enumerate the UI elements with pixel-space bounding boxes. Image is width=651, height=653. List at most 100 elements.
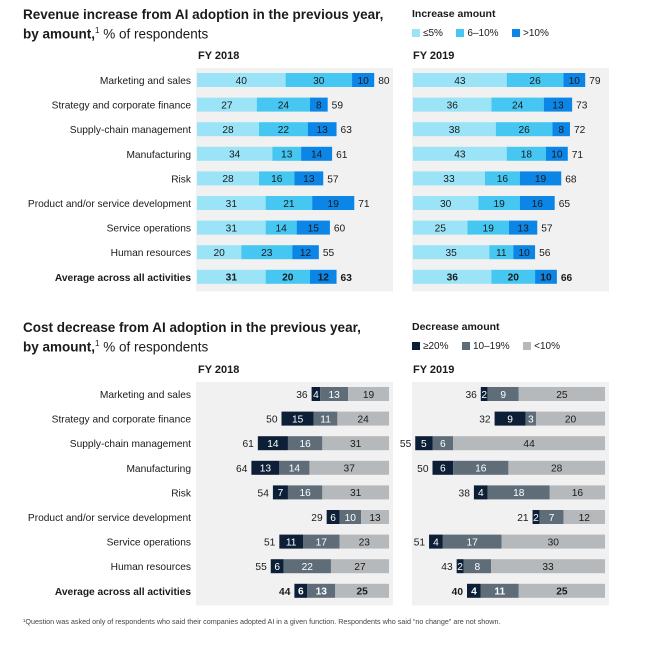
revenue-bar-label-fy2019-service-operations-s1: 19: [483, 223, 495, 234]
cost-bar-fy2019-product-and-or-service-development-10: [563, 510, 605, 524]
revenue-bar-fy2019-strategy-and-corporate-finance-5: [413, 97, 492, 112]
cost-bar-label-fy2018-service-operations-s0: 11: [286, 537, 297, 548]
cost-bar-fy2018-human-resources-10: [330, 559, 389, 574]
cost-total-label-fy2019-strategy-and-corporate-finance: 32: [479, 415, 491, 426]
cost-bar-fy2019-supply-chain-management-10-19: [432, 436, 454, 451]
revenue-bar-fy2018-product-and-or-service-development-5: [197, 196, 266, 210]
cost-bar-fy2019-supply-chain-management-10: [453, 436, 605, 451]
revenue-bar-fy2018-marketing-and-sales-5: [197, 73, 286, 87]
cost-legend-swatch-high: [412, 342, 420, 350]
cost-total-label-fy2019-human-resources: 43: [441, 562, 453, 573]
cost-bar-label-fy2019-service-operations-s0: 4: [433, 537, 439, 548]
revenue-total-label-fy2018-average-across-all-activities: 63: [341, 273, 353, 284]
cost-bar-label-fy2018-supply-chain-management-s1: 16: [299, 439, 311, 450]
revenue-bar-fy2019-manufacturing-6-10: [506, 146, 546, 161]
cost-bar-fy2018-human-resources-20: [270, 559, 284, 574]
revenue-subtitle-rest: % of respondents: [103, 26, 209, 42]
revenue-bar-fy2018-marketing-and-sales-6-10: [285, 73, 353, 87]
revenue-bar-fy2018-supply-chain-management-10: [307, 122, 337, 137]
revenue-bar-label-fy2019-strategy-and-corporate-finance-s2: 13: [552, 100, 564, 111]
revenue-bar-fy2018-service-operations-6-10: [265, 220, 297, 235]
cost-bar-fy2018-supply-chain-management-10: [322, 436, 389, 451]
revenue-bar-label-fy2019-marketing-and-sales-s1: 26: [529, 76, 541, 87]
revenue-category-label-average-across-all-activities: Average across all activities: [55, 273, 191, 284]
cost-bar-fy2019-human-resources-10: [491, 559, 605, 574]
revenue-total-label-fy2019-average-across-all-activities: 66: [561, 273, 573, 284]
cost-bar-fy2019-manufacturing-20: [432, 460, 454, 475]
revenue-total-label-fy2018-marketing-and-sales: 80: [378, 76, 390, 87]
cost-bar-label-fy2018-risk-s1: 16: [299, 488, 311, 499]
revenue-total-label-fy2019-supply-chain-management: 72: [574, 125, 586, 136]
revenue-bar-fy2019-human-resources-10: [513, 245, 536, 260]
cost-title: Cost decrease from AI adoption in the pr…: [23, 320, 361, 335]
cost-total-label-fy2018-service-operations: 51: [264, 538, 276, 549]
revenue-bar-fy2018-strategy-and-corporate-finance-10: [309, 97, 328, 112]
cost-bar-fy2019-manufacturing-10-19: [453, 460, 509, 475]
cost-bar-label-fy2018-manufacturing-s2: 37: [344, 464, 356, 475]
cost-bar-fy2019-marketing-and-sales-10: [518, 387, 605, 401]
revenue-total-label-fy2019-risk: 68: [565, 174, 577, 185]
revenue-bar-fy2019-average-across-all-activities-10: [535, 269, 557, 284]
revenue-bar-label-fy2019-service-operations-s2: 13: [517, 223, 529, 234]
cost-subtitle-rest: % of respondents: [103, 339, 209, 355]
cost-bar-label-fy2018-supply-chain-management-s2: 31: [350, 439, 362, 450]
cost-bar-fy2019-average-across-all-activities-10-19: [480, 583, 519, 598]
cost-bar-label-fy2019-risk-s1: 18: [513, 488, 525, 499]
cost-bar-label-fy2018-marketing-and-sales-s2: 19: [363, 390, 375, 401]
revenue-bar-fy2018-human-resources-6-10: [241, 245, 293, 260]
cost-legend-swatch-mid: [461, 342, 470, 350]
cost-category-label-human-resources: Human resources: [111, 562, 191, 573]
cost-total-label-fy2018-average-across-all-activities: 44: [279, 587, 291, 598]
cost-bar-fy2019-strategy-and-corporate-finance-20: [494, 411, 526, 426]
cost-legend-title: Decrease amount: [412, 321, 500, 333]
cost-bar-fy2018-product-and-or-service-development-10-19: [339, 510, 362, 524]
revenue-legend-swatch-low: [412, 29, 420, 37]
revenue-bar-fy2019-human-resources-5: [413, 245, 490, 260]
cost-total-label-fy2018-human-resources: 55: [255, 562, 267, 573]
revenue-bar-fy2018-supply-chain-management-6-10: [259, 122, 308, 137]
cost-bar-fy2019-supply-chain-management-20: [415, 436, 433, 451]
revenue-bar-fy2019-product-and-or-service-development-10: [519, 196, 555, 210]
cost-total-label-fy2019-average-across-all-activities: 40: [452, 587, 464, 598]
cost-bar-label-fy2019-strategy-and-corporate-finance-s2: 20: [565, 414, 577, 425]
revenue-bar-label-fy2018-risk-s0: 28: [222, 174, 234, 185]
revenue-bar-label-fy2018-strategy-and-corporate-finance-s0: 27: [221, 100, 233, 111]
cost-total-label-fy2018-risk: 54: [258, 488, 270, 499]
revenue-bar-label-fy2018-human-resources-s1: 23: [261, 248, 273, 259]
revenue-bar-label-fy2019-product-and-or-service-development-s1: 19: [493, 199, 505, 210]
revenue-bar-label-fy2018-marketing-and-sales-s1: 30: [313, 76, 325, 87]
cost-bar-label-fy2019-human-resources-s0: 2: [457, 562, 463, 573]
cost-bar-fy2018-risk-10: [322, 485, 389, 500]
revenue-bar-label-fy2018-marketing-and-sales-s0: 40: [236, 76, 248, 87]
cost-legend-label-high: ≥20%: [423, 340, 449, 352]
cost-bar-fy2019-average-across-all-activities-10: [518, 583, 605, 598]
revenue-bar-label-fy2018-product-and-or-service-development-s0: 31: [226, 199, 238, 210]
revenue-bar-fy2019-supply-chain-management-5: [413, 122, 496, 137]
cost-category-label-service-operations: Service operations: [107, 538, 191, 549]
cost-subtitle-bold: by amount,: [23, 339, 96, 355]
cost-legend-item-mid: 10–19%: [461, 341, 510, 352]
revenue-bar-fy2019-strategy-and-corporate-finance-10: [543, 97, 573, 112]
revenue-bar-fy2019-manufacturing-5: [413, 146, 507, 161]
revenue-bar-label-fy2018-service-operations-s0: 31: [226, 223, 238, 234]
cost-bar-fy2018-average-across-all-activities-10: [335, 583, 389, 598]
cost-bar-fy2018-average-across-all-activities-10-19: [307, 583, 336, 598]
revenue-bar-label-fy2018-supply-chain-management-s0: 28: [222, 125, 234, 136]
revenue-bar-label-fy2019-risk-s2: 19: [535, 174, 547, 185]
revenue-bar-label-fy2018-service-operations-s1: 14: [275, 223, 287, 234]
cost-category-label-manufacturing: Manufacturing: [126, 464, 191, 475]
revenue-total-label-fy2018-human-resources: 55: [323, 248, 335, 259]
cost-legend-swatch-low: [523, 342, 532, 350]
revenue-total-label-fy2018-product-and-or-service-development: 71: [358, 199, 370, 210]
revenue-bar-label-fy2018-manufacturing-s2: 14: [311, 150, 323, 161]
cost-bar-label-fy2019-risk-s0: 4: [478, 488, 484, 499]
cost-bar-label-fy2019-supply-chain-management-s1: 6: [440, 439, 446, 450]
cost-bar-label-fy2018-risk-s2: 31: [350, 488, 362, 499]
revenue-bar-fy2018-manufacturing-10: [301, 146, 333, 161]
revenue-bar-label-fy2018-manufacturing-s1: 13: [281, 150, 293, 161]
revenue-bar-label-fy2019-strategy-and-corporate-finance-s1: 24: [512, 100, 524, 111]
revenue-category-label-strategy-and-corporate-finance: Strategy and corporate finance: [52, 101, 192, 112]
revenue-bar-label-fy2018-supply-chain-management-s1: 22: [278, 125, 290, 136]
cost-bar-label-fy2019-manufacturing-s1: 16: [475, 464, 487, 475]
revenue-legend-swatch-mid: [456, 29, 465, 37]
